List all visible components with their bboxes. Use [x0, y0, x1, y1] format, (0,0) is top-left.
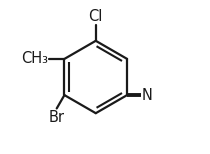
Text: CH₃: CH₃ — [21, 51, 48, 66]
Text: N: N — [142, 88, 153, 103]
Text: Cl: Cl — [89, 10, 103, 24]
Text: Br: Br — [49, 110, 65, 125]
